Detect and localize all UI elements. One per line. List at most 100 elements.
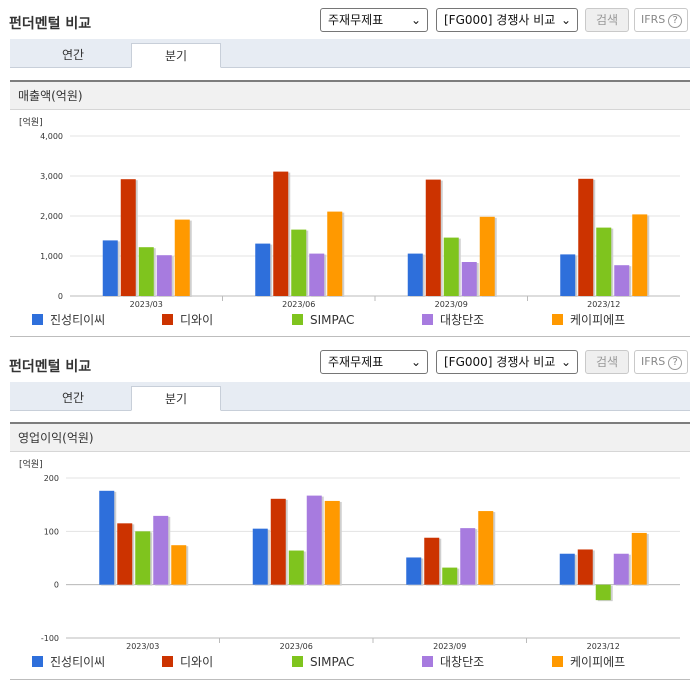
legend-swatch	[32, 314, 43, 325]
period-tabs: 연간 분기	[10, 382, 690, 411]
divider	[10, 679, 690, 680]
bar	[252, 528, 268, 585]
operating-profit-chart: [억원] -100 0 100 200 2023/03 2023/06 2023/09 202…	[19, 458, 680, 651]
search-button[interactable]: 검색	[585, 8, 629, 32]
bar	[407, 253, 423, 296]
legend-swatch	[422, 314, 433, 325]
bar	[560, 254, 576, 296]
legend-item[interactable]: SIMPAC	[292, 654, 354, 670]
chevron-down-icon: ⌄	[410, 355, 421, 369]
legend-swatch	[162, 314, 173, 325]
legend-swatch	[292, 314, 303, 325]
y-tick-label: 3,000	[40, 172, 63, 181]
x-tick-label: 2023/09	[433, 642, 466, 651]
bar	[174, 219, 190, 296]
bar	[613, 553, 629, 585]
x-tick-label: 2023/12	[587, 300, 620, 309]
bar	[406, 557, 422, 585]
chevron-down-icon: ⌄	[410, 13, 421, 27]
peer-group-select[interactable]: [FG000] 경쟁사 비교 ⌄	[436, 8, 578, 32]
legend-item[interactable]: 진성티이씨	[32, 312, 105, 328]
legend-swatch	[552, 314, 563, 325]
divider	[10, 336, 690, 337]
bar	[631, 532, 647, 585]
legend-label: 케이피에프	[570, 655, 626, 669]
peer-group-select[interactable]: [FG000] 경쟁사 비교 ⌄	[436, 350, 578, 374]
ifrs-help-button[interactable]: IFRS?	[634, 350, 688, 374]
x-tick-label: 2023/03	[130, 300, 163, 309]
legend-label: 진성티이씨	[50, 655, 106, 669]
bar	[171, 545, 187, 585]
y-tick-label: 1,000	[40, 252, 63, 261]
legend-label: 대창단조	[440, 655, 485, 669]
legend-label: 케이피에프	[570, 313, 626, 327]
statement-type-select[interactable]: 주재무제표 ⌄	[320, 8, 428, 32]
tab-annual[interactable]: 연간	[61, 48, 85, 62]
bar	[578, 178, 594, 296]
x-tick-label: 2023/09	[435, 300, 468, 309]
tab-quarterly[interactable]: 분기	[131, 386, 221, 411]
legend-item[interactable]: SIMPAC	[292, 312, 354, 328]
legend-item[interactable]: 대창단조	[422, 654, 484, 670]
statement-type-value: 주재무제표	[328, 355, 384, 369]
legend-item[interactable]: 케이피에프	[552, 654, 625, 670]
chevron-down-icon: ⌄	[560, 13, 571, 27]
ifrs-help-button[interactable]: IFRS?	[634, 8, 688, 32]
y-tick-label: 0	[58, 292, 63, 301]
legend-label: SIMPAC	[310, 655, 355, 669]
bar	[595, 584, 611, 601]
statement-type-value: 주재무제표	[328, 13, 384, 27]
legend-label: 디와이	[180, 313, 214, 327]
bar	[117, 523, 133, 585]
legend-label: 대창단조	[440, 313, 485, 327]
bar	[273, 171, 289, 296]
y-tick-label: -100	[41, 634, 59, 643]
x-tick-label: 2023/06	[282, 300, 315, 309]
legend-swatch	[32, 656, 43, 667]
tab-quarterly[interactable]: 분기	[131, 43, 221, 68]
bar	[442, 567, 458, 585]
bar	[425, 179, 441, 296]
legend-item[interactable]: 케이피에프	[552, 312, 625, 328]
bar	[102, 240, 118, 296]
ifrs-label: IFRS	[641, 355, 666, 368]
y-unit-label: [억원]	[19, 458, 43, 470]
statement-type-select[interactable]: 주재무제표 ⌄	[320, 350, 428, 374]
y-tick-label: 2,000	[40, 212, 63, 221]
x-tick-label: 2023/03	[126, 642, 159, 651]
tab-annual[interactable]: 연간	[61, 391, 85, 405]
bar	[443, 237, 459, 296]
y-tick-label: 100	[44, 527, 59, 536]
bar	[632, 214, 648, 296]
bar	[324, 500, 340, 585]
ifrs-label: IFRS	[641, 13, 666, 26]
chart-legend: 진성티이씨 디와이 SIMPAC 대창단조 케이피에프	[10, 312, 690, 328]
bar	[138, 247, 154, 296]
legend-item[interactable]: 대창단조	[422, 312, 484, 328]
bar	[327, 211, 343, 296]
x-tick-label: 2023/12	[587, 642, 620, 651]
peer-group-value: [FG000] 경쟁사 비교	[444, 13, 556, 27]
peer-group-value: [FG000] 경쟁사 비교	[444, 355, 556, 369]
bar	[270, 498, 286, 585]
y-tick-label: 200	[44, 474, 59, 483]
legend-item[interactable]: 디와이	[162, 312, 213, 328]
bar	[291, 229, 307, 296]
y-tick-label: 0	[54, 581, 59, 590]
bar	[153, 515, 169, 585]
bar	[478, 511, 494, 585]
section-header: 영업이익(억원)	[10, 422, 690, 452]
bar	[461, 262, 477, 296]
chevron-down-icon: ⌄	[560, 355, 571, 369]
y-unit-label: [억원]	[19, 116, 43, 128]
panel-title: 펀더멘털 비교	[9, 359, 92, 375]
legend-label: 디와이	[180, 655, 214, 669]
bar	[309, 253, 325, 296]
search-button[interactable]: 검색	[585, 350, 629, 374]
legend-swatch	[292, 656, 303, 667]
legend-item[interactable]: 진성티이씨	[32, 654, 105, 670]
legend-item[interactable]: 디와이	[162, 654, 213, 670]
chart-legend: 진성티이씨 디와이 SIMPAC 대창단조 케이피에프	[10, 654, 690, 670]
bar	[559, 553, 575, 585]
question-icon: ?	[668, 14, 683, 28]
